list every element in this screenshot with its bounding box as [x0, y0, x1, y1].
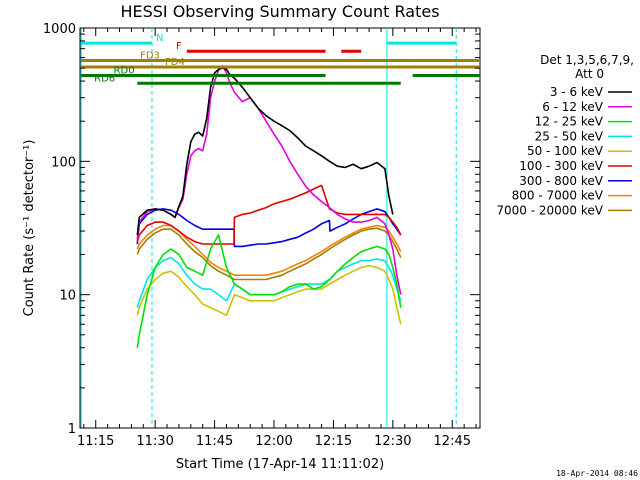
- legend-header-line-1: Det 1,3,5,6,7,9,: [540, 53, 634, 67]
- legend-label-8: 800 - 7000 keV: [512, 189, 604, 203]
- series-line-5: [136, 264, 402, 325]
- flag-label-5: RD0: [114, 66, 135, 77]
- x-tick-label-2: 11:30: [136, 434, 173, 449]
- axis-ticks: [80, 27, 480, 429]
- legend-label-1: 3 - 6 keV: [550, 85, 604, 99]
- series-line-9: [136, 227, 402, 281]
- legend-label-2: 6 - 12 keV: [542, 100, 604, 114]
- x-tick-label-3: 11:45: [196, 434, 233, 449]
- legend-label-5: 50 - 100 keV: [527, 144, 604, 158]
- y-tick-label-1: 1: [68, 422, 76, 437]
- x-tick-label-6: 12:30: [374, 434, 411, 449]
- series-line-6: [136, 184, 402, 245]
- legend-label-9: 7000 - 20000 keV: [496, 203, 603, 217]
- series-line-7: [136, 208, 402, 248]
- y-axis-label: Count Rate (s⁻¹ detector⁻¹): [22, 140, 37, 317]
- x-tick-label-4: 12:00: [255, 434, 292, 449]
- legend-label-7: 300 - 800 keV: [519, 174, 603, 188]
- legend-label-4: 25 - 50 keV: [535, 129, 604, 143]
- flag-label-4: FD4: [165, 57, 185, 68]
- x-axis-label: Start Time (17-Apr-14 11:11:02): [176, 457, 384, 472]
- x-tick-label-7: 12:45: [434, 434, 471, 449]
- legend-label-6: 100 - 300 keV: [519, 159, 603, 173]
- plot-frame: [79, 27, 481, 429]
- x-tick-labels: 11:15 11:30 11:45 12:00 12:15 12:30 12:45: [77, 434, 471, 449]
- y-tick-label-4: 1000: [43, 22, 76, 37]
- series-line-1: [136, 67, 394, 236]
- flag-label-3: FD3: [140, 51, 160, 62]
- flag-label-6: RD6: [94, 73, 115, 84]
- timestamp: 18-Apr-2014 08:46: [556, 469, 638, 478]
- x-tick-label-1: 11:15: [77, 434, 114, 449]
- series-line-3: [136, 234, 402, 348]
- legend-label-3: 12 - 25 keV: [535, 115, 604, 129]
- y-tick-label-2: 10: [59, 289, 76, 304]
- flag-label-2: F: [176, 41, 182, 52]
- chart-title: HESSI Observing Summary Count Rates: [120, 2, 439, 21]
- y-tick-label-3: 100: [51, 155, 76, 170]
- flag-label-1: N: [156, 33, 163, 44]
- series-group: [136, 65, 402, 348]
- legend-header-line-2: Att 0: [575, 67, 604, 81]
- y-tick-labels: 1 10 100 1000: [43, 22, 76, 437]
- x-tick-label-5: 12:15: [315, 434, 352, 449]
